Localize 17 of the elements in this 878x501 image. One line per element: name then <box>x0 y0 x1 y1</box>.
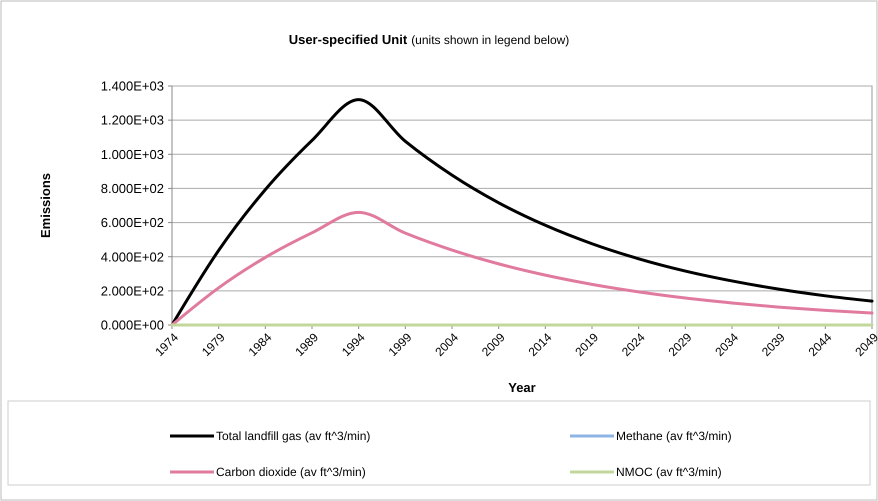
legend-label: Total landfill gas (av ft^3/min) <box>216 429 370 444</box>
chart-subtitle: (units shown in legend below) <box>411 33 570 47</box>
legend-label: Carbon dioxide (av ft^3/min) <box>216 465 366 480</box>
x-axis-title: Year <box>508 380 536 395</box>
chart-title: User-specified Unit <box>288 32 408 47</box>
y-tick-label: 2.000E+02 <box>100 283 164 298</box>
y-tick-label: 1.000E+03 <box>100 146 164 162</box>
y-tick-label: 4.000E+02 <box>100 249 164 264</box>
y-tick-label: 0.000E+00 <box>100 318 164 333</box>
line-series <box>170 210 874 326</box>
y-tick-label: 6.000E+02 <box>100 215 164 230</box>
y-tick-label: 1.400E+03 <box>100 78 164 94</box>
y-axis-title: Emissions <box>38 172 53 238</box>
legend-label: NMOC (av ft^3/min) <box>616 465 722 480</box>
y-tick-label: 1.200E+03 <box>100 112 164 128</box>
legend-label: Methane (av ft^3/min) <box>616 429 732 444</box>
y-tick-label: 8.000E+02 <box>100 180 164 196</box>
